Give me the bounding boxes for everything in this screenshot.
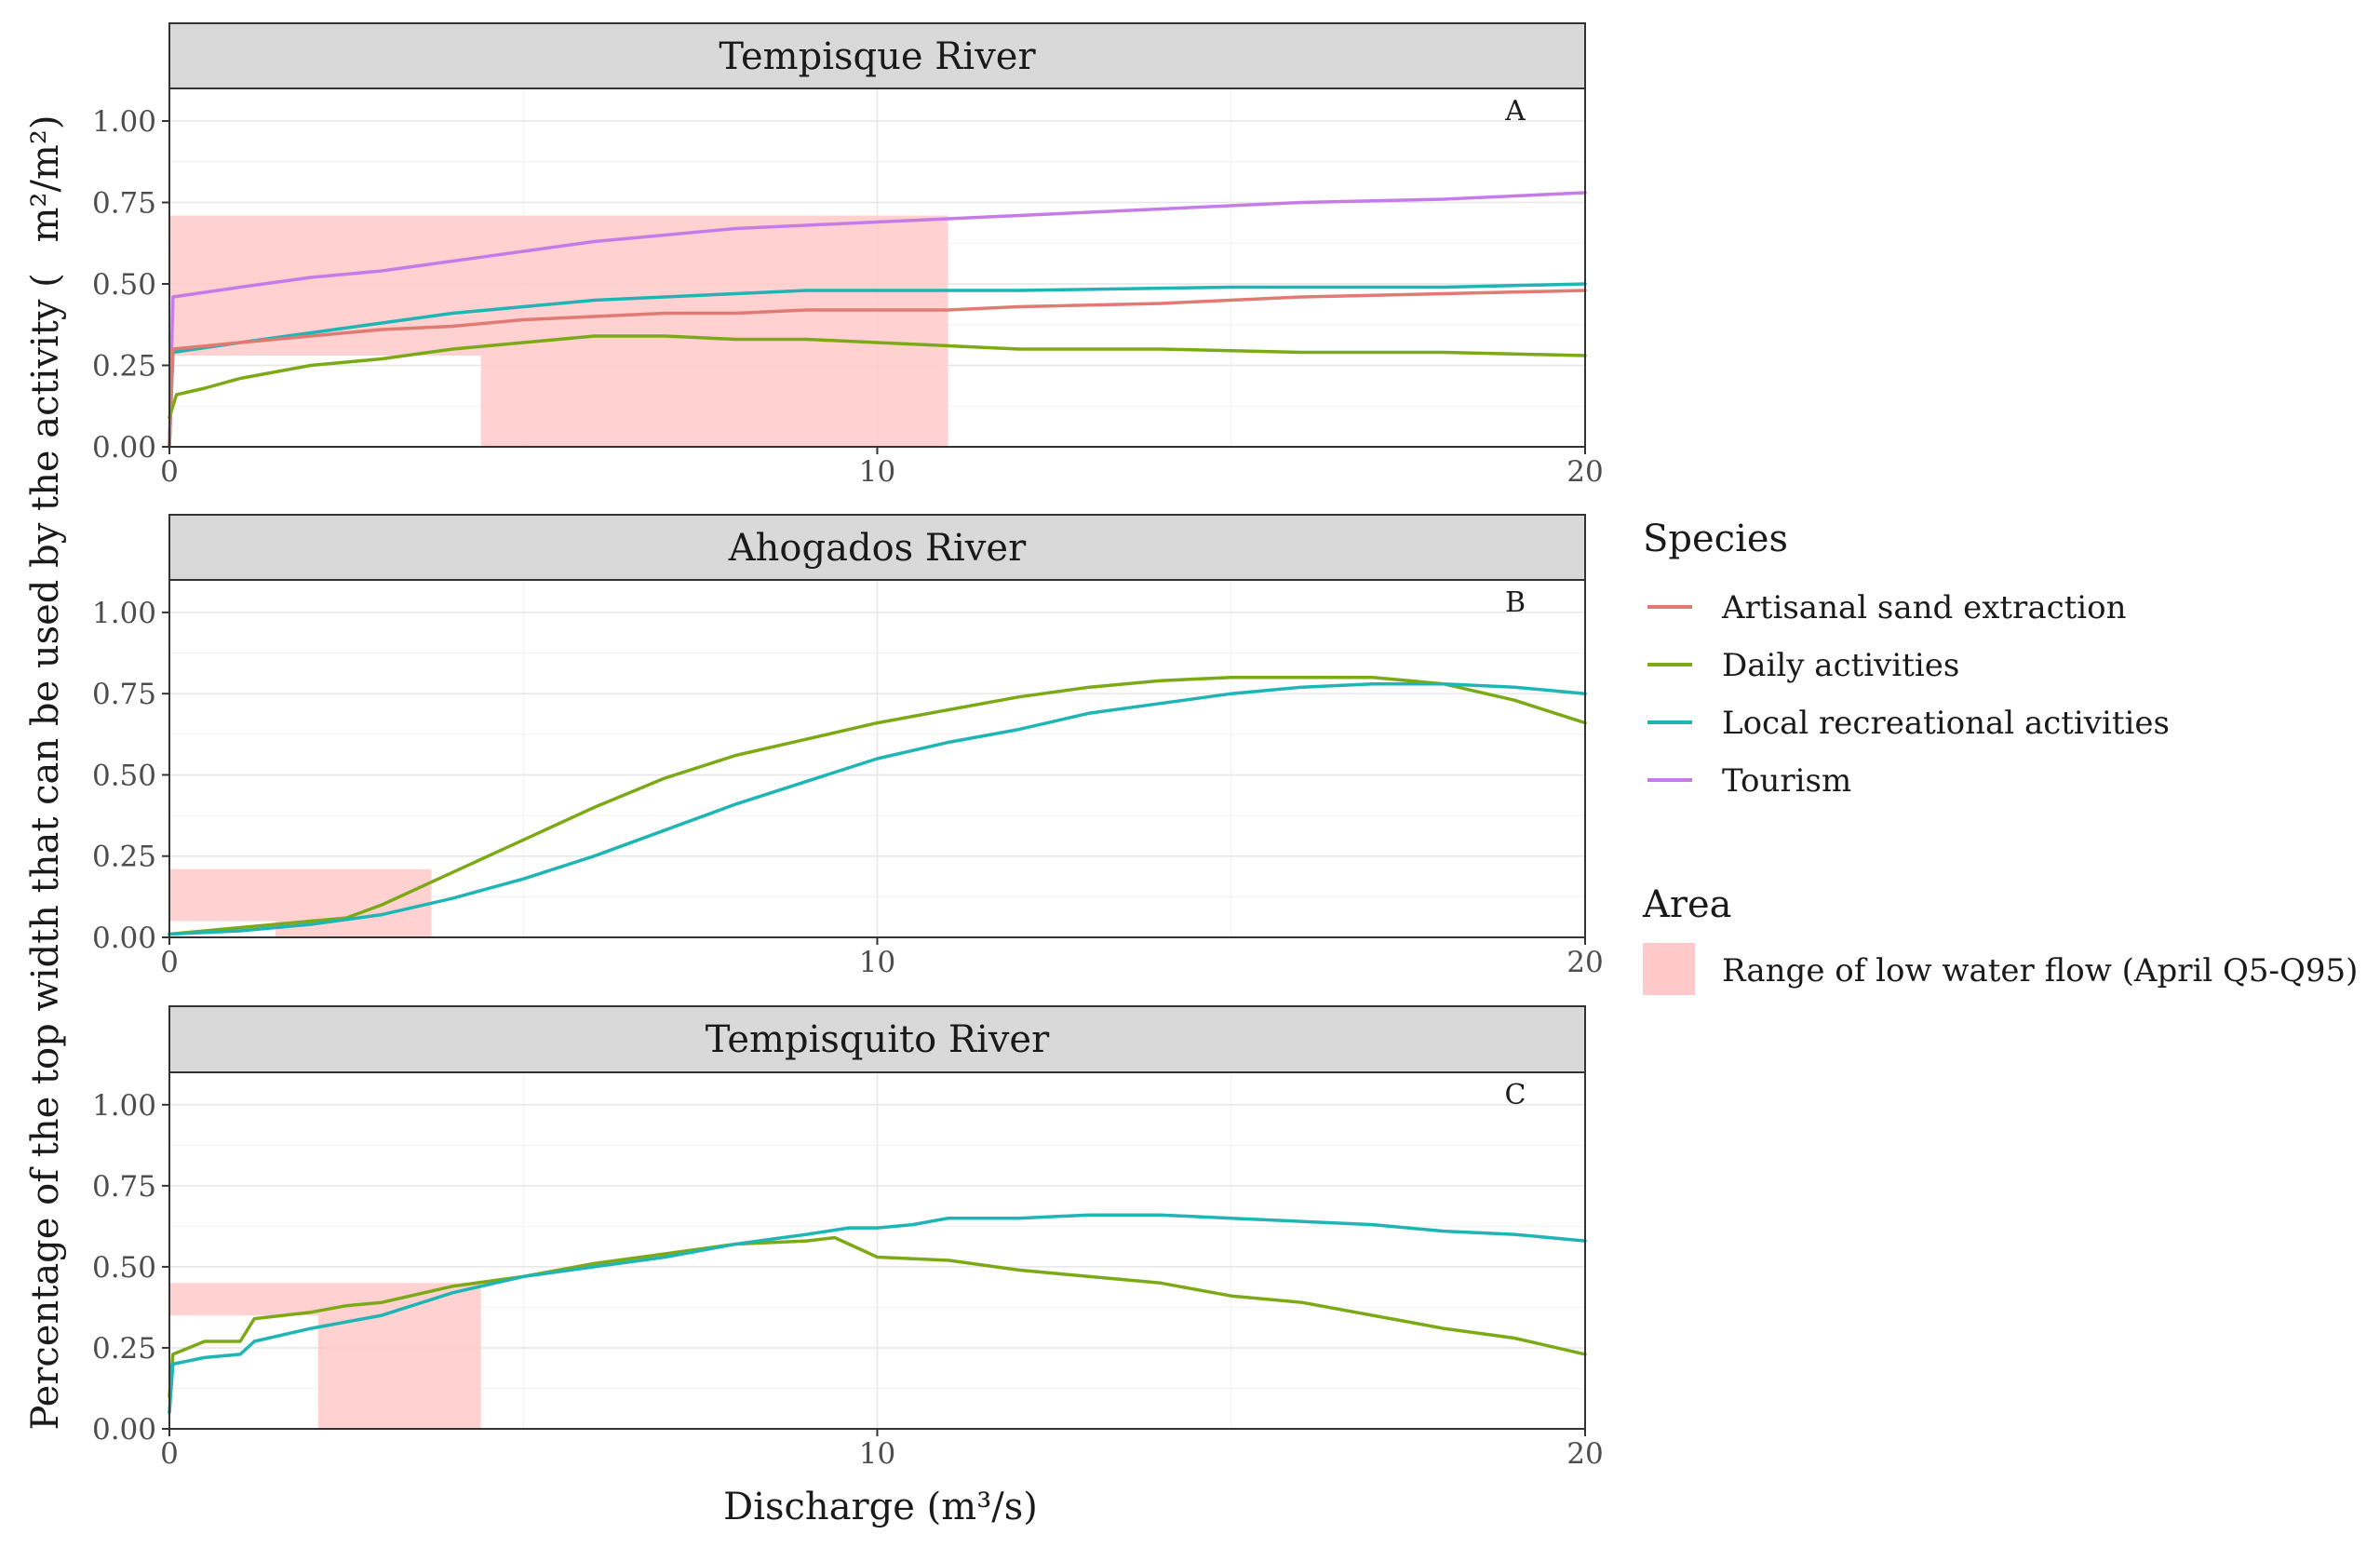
panels: Tempisque River A 0.00 0.25 0.50 0.75 1.00 0 10 2…	[92, 22, 1604, 1471]
series-line-local-recreational-activities	[168, 681, 1587, 936]
y-tick-label: 0.00	[92, 1413, 156, 1447]
legend: Species Artisanal sand extraction Daily a…	[1642, 518, 2358, 995]
legend-label: Tourism	[1722, 762, 1851, 800]
y-axis-title-unit: m²/m²)	[24, 115, 67, 243]
panel-tag: C	[1505, 1079, 1526, 1111]
low-flow-area	[169, 215, 948, 356]
panel-C: Tempisquito River C 0.00 0.25 0.50 0.75 1.00 0 1…	[92, 1005, 1604, 1471]
panel-strip	[168, 22, 1586, 89]
y-axis-title-main: Percentage of the top width that can be …	[24, 273, 67, 1430]
x-tick-label: 0	[160, 1437, 179, 1471]
panel-title: Ahogados River	[728, 527, 1027, 570]
y-axis-title: Percentage of the top width that can be …	[24, 115, 67, 1431]
panel-strip	[168, 514, 1586, 581]
legend-label: Artisanal sand extraction	[1721, 589, 2127, 626]
series-line-daily-activities	[168, 334, 1587, 420]
panel-B: Ahogados River B 0.00 0.25 0.50 0.75 1.00 0 10 20	[92, 514, 1604, 979]
panel-tag: A	[1504, 95, 1526, 128]
x-axis-title: Discharge (m³/s)	[723, 1486, 1038, 1528]
y-tick-label: 1.00	[92, 597, 156, 630]
y-tick-label: 0.25	[92, 841, 156, 874]
x-tick-label: 20	[1566, 455, 1603, 489]
legend-area-swatch	[1643, 943, 1695, 995]
y-tick-label: 0.50	[92, 1251, 156, 1285]
panel-title: Tempisquito River	[706, 1018, 1050, 1061]
low-flow-area	[480, 356, 948, 447]
legend-area-title: Area	[1642, 883, 1732, 926]
x-tick-label: 10	[859, 455, 895, 489]
legend-area-label: Range of low water flow (April Q5-Q95)	[1722, 952, 2358, 989]
y-tick-label: 1.00	[92, 1089, 156, 1123]
legend-species-items: Artisanal sand extraction Daily activitie…	[1647, 589, 2170, 800]
y-tick-label: 1.00	[92, 105, 156, 139]
series-line-local-recreational-activities	[168, 1213, 1587, 1415]
panel-A: Tempisque River A 0.00 0.25 0.50 0.75 1.00 0 10 2…	[92, 22, 1604, 489]
y-tick-label: 0.00	[92, 431, 156, 464]
legend-label: Daily activities	[1722, 647, 1959, 684]
panel-title: Tempisque River	[719, 35, 1036, 78]
x-tick-label: 0	[160, 455, 179, 489]
legend-label: Local recreational activities	[1722, 705, 2170, 742]
series-line-daily-activities	[168, 1235, 1587, 1398]
y-tick-label: 0.00	[92, 922, 156, 955]
y-tick-label: 0.25	[92, 1332, 156, 1366]
series-line-artisanal-sand-extraction	[168, 289, 1587, 449]
series-line-daily-activities	[168, 675, 1587, 936]
low-flow-area	[317, 1315, 481, 1429]
panel-strip	[168, 1005, 1586, 1073]
y-tick-label: 0.75	[92, 1170, 156, 1204]
y-tick-label: 0.50	[92, 268, 156, 302]
y-tick-label: 0.50	[92, 759, 156, 792]
x-tick-label: 20	[1566, 946, 1603, 979]
x-tick-label: 10	[859, 1437, 895, 1471]
legend-species-title: Species	[1643, 518, 1788, 560]
y-tick-label: 0.75	[92, 678, 156, 711]
y-tick-label: 0.25	[92, 350, 156, 384]
y-axis-title-group: Percentage of the top width that can be …	[24, 115, 67, 1431]
y-tick-label: 0.75	[92, 187, 156, 221]
x-tick-label: 10	[859, 946, 895, 979]
series-line-tourism	[168, 191, 1587, 449]
x-tick-label: 0	[160, 946, 179, 979]
x-tick-label: 20	[1566, 1437, 1603, 1471]
panel-tag: B	[1505, 586, 1526, 619]
